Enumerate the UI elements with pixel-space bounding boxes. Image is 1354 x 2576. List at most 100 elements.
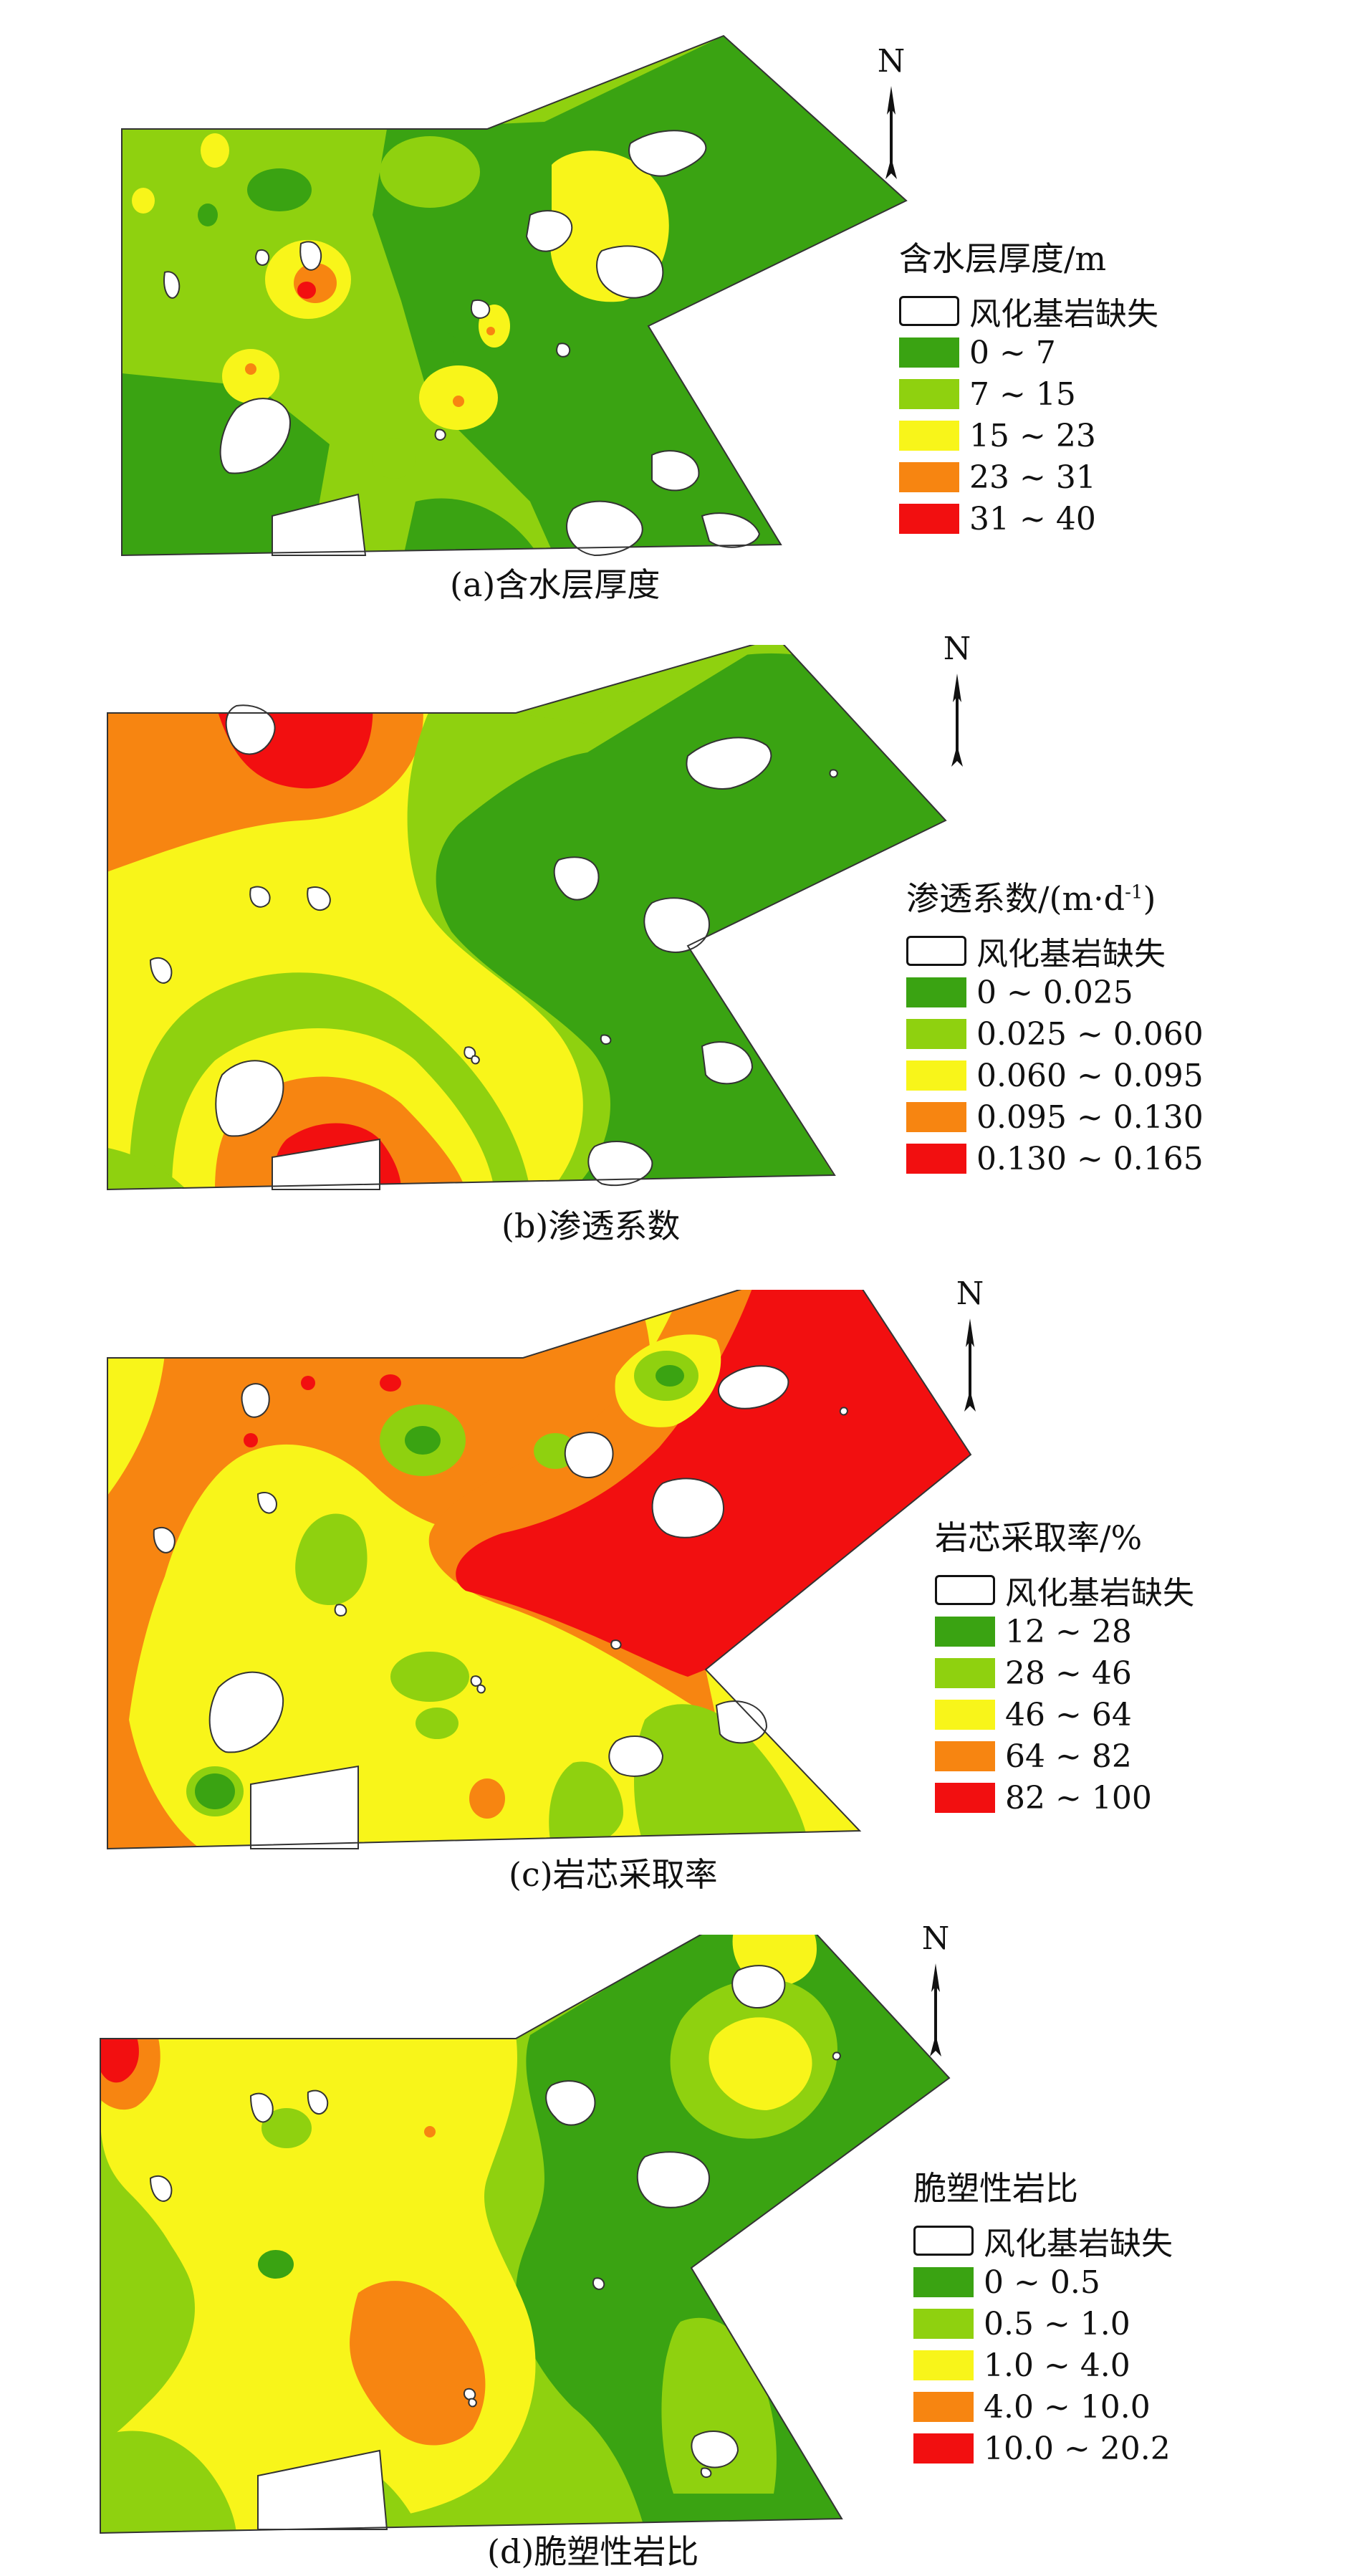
- north-arrow: N: [870, 43, 913, 186]
- legend-item-missing: 风化基岩缺失: [899, 290, 1158, 332]
- legend-aquifer-thickness: 含水层厚度/m 风化基岩缺失 0 ~ 7 7 ~ 15 15 ~ 23 23 ~…: [899, 233, 1158, 540]
- legend-label: 风化基岩缺失: [969, 296, 1158, 332]
- north-arrow-icon: [951, 674, 963, 767]
- legend-title: 脆塑性岩比: [913, 2169, 1078, 2208]
- legend-item-class-5: 82 ~ 100: [935, 1777, 1194, 1819]
- legend-label: 风化基岩缺失: [1005, 1575, 1194, 1612]
- legend-title-text: 渗透系数/(m·d: [906, 879, 1125, 918]
- swatch-red: [913, 2433, 974, 2464]
- panel-caption: (d)脆塑性岩比: [487, 2532, 699, 2571]
- north-arrow: N: [936, 631, 979, 774]
- legend-label: 82 ~ 100: [1005, 1779, 1152, 1816]
- legend-label: 64 ~ 82: [1005, 1738, 1132, 1775]
- north-arrow-icon: [885, 86, 897, 179]
- legend-permeability: 渗透系数/(m·d-1) 风化基岩缺失 0 ~ 0.025 0.025 ~ 0.…: [906, 873, 1204, 1179]
- legend-item-class-2: 0.5 ~ 1.0: [913, 2303, 1173, 2345]
- map-aquifer-thickness: [121, 34, 908, 557]
- swatch-red: [935, 1783, 995, 1813]
- swatch-missing: [913, 2226, 974, 2256]
- panel-aquifer-thickness: N 含水层厚度/m 风化基岩缺失 0 ~ 7 7 ~ 15 15 ~ 23 23…: [0, 0, 1354, 645]
- swatch-light-green: [935, 1658, 995, 1688]
- legend-item-missing: 风化基岩缺失: [906, 930, 1204, 972]
- legend-label: 1.0 ~ 4.0: [984, 2347, 1130, 2384]
- swatch-dark-green: [906, 977, 966, 1007]
- legend-item-class-2: 7 ~ 15: [899, 373, 1158, 415]
- legend-label: 15 ~ 23: [969, 417, 1096, 454]
- north-letter: N: [943, 631, 971, 667]
- legend-item-class-2: 0.025 ~ 0.060: [906, 1013, 1204, 1055]
- legend-item-missing: 风化基岩缺失: [935, 1569, 1194, 1612]
- swatch-dark-green: [913, 2267, 974, 2297]
- north-arrow: N: [914, 1920, 957, 2064]
- swatch-yellow: [913, 2350, 974, 2380]
- legend-item-class-1: 0 ~ 0.5: [913, 2261, 1173, 2303]
- legend-label: 12 ~ 28: [1005, 1613, 1132, 1650]
- legend-label: 4.0 ~ 10.0: [984, 2388, 1151, 2426]
- swatch-orange: [935, 1741, 995, 1771]
- map-brittle-plastic-ratio: [100, 1935, 951, 2534]
- map-permeability: [107, 645, 947, 1191]
- swatch-red: [899, 504, 959, 534]
- map-core-recovery: [107, 1290, 972, 1850]
- swatch-orange: [906, 1102, 966, 1132]
- legend-item-class-2: 28 ~ 46: [935, 1652, 1194, 1694]
- swatch-red: [906, 1144, 966, 1174]
- panel-caption: (b)渗透系数: [501, 1207, 681, 1245]
- legend-item-class-4: 64 ~ 82: [935, 1735, 1194, 1777]
- legend-item-class-4: 4.0 ~ 10.0: [913, 2386, 1173, 2428]
- legend-label: 0.5 ~ 1.0: [984, 2305, 1130, 2342]
- legend-item-class-1: 0 ~ 7: [899, 332, 1158, 373]
- north-letter: N: [877, 43, 906, 80]
- panel-permeability: N 渗透系数/(m·d-1) 风化基岩缺失 0 ~ 0.025 0.025 ~ …: [0, 631, 1354, 1290]
- legend-label: 风化基岩缺失: [984, 2226, 1173, 2262]
- legend-item-class-3: 46 ~ 64: [935, 1694, 1194, 1735]
- panel-caption: (c)岩芯采取率: [509, 1855, 718, 1894]
- legend-title: 含水层厚度/m: [899, 239, 1107, 278]
- legend-title: 渗透系数/(m·d-1): [906, 873, 1204, 920]
- swatch-light-green: [899, 379, 959, 409]
- legend-label: 10.0 ~ 20.2: [984, 2430, 1171, 2467]
- legend-label: 23 ~ 31: [969, 459, 1096, 496]
- north-letter: N: [921, 1920, 950, 1957]
- legend-title-end: ): [1143, 879, 1156, 918]
- swatch-missing: [935, 1575, 995, 1605]
- legend-label: 0 ~ 0.5: [984, 2264, 1100, 2301]
- legend-label: 0.025 ~ 0.060: [976, 1015, 1204, 1053]
- legend-brittle-plastic-ratio: 脆塑性岩比 风化基岩缺失 0 ~ 0.5 0.5 ~ 1.0 1.0 ~ 4.0…: [913, 2163, 1173, 2469]
- legend-item-class-4: 23 ~ 31: [899, 456, 1158, 498]
- legend-label: 0 ~ 0.025: [976, 974, 1133, 1011]
- legend-label: 28 ~ 46: [1005, 1655, 1132, 1692]
- legend-item-class-1: 0 ~ 0.025: [906, 972, 1204, 1013]
- legend-item-class-4: 0.095 ~ 0.130: [906, 1096, 1204, 1138]
- legend-title: 岩芯采取率/%: [935, 1518, 1143, 1557]
- legend-item-class-3: 0.060 ~ 0.095: [906, 1055, 1204, 1096]
- legend-title-superscript: -1: [1125, 881, 1143, 904]
- legend-core-recovery: 岩芯采取率/% 风化基岩缺失 12 ~ 28 28 ~ 46 46 ~ 64 6…: [935, 1512, 1194, 1819]
- swatch-light-green: [913, 2309, 974, 2339]
- north-arrow-icon: [930, 1963, 941, 2057]
- panel-core-recovery: N 岩芯采取率/% 风化基岩缺失 12 ~ 28 28 ~ 46 46 ~ 64…: [0, 1275, 1354, 1935]
- legend-label: 46 ~ 64: [1005, 1696, 1132, 1733]
- legend-label: 0.095 ~ 0.130: [976, 1098, 1204, 1136]
- legend-item-class-5: 31 ~ 40: [899, 498, 1158, 540]
- swatch-dark-green: [899, 337, 959, 368]
- legend-label: 7 ~ 15: [969, 375, 1076, 413]
- legend-item-missing: 风化基岩缺失: [913, 2220, 1173, 2262]
- panel-caption: (a)含水层厚度: [450, 565, 661, 604]
- legend-label: 0.130 ~ 0.165: [976, 1140, 1204, 1177]
- swatch-missing: [899, 296, 959, 326]
- swatch-light-green: [906, 1019, 966, 1049]
- swatch-yellow: [899, 421, 959, 451]
- swatch-missing: [906, 936, 966, 966]
- legend-label: 风化基岩缺失: [976, 936, 1166, 972]
- swatch-orange: [899, 462, 959, 492]
- north-arrow-icon: [964, 1318, 976, 1412]
- legend-item-class-3: 15 ~ 23: [899, 415, 1158, 456]
- north-arrow: N: [949, 1275, 992, 1419]
- legend-item-class-3: 1.0 ~ 4.0: [913, 2345, 1173, 2386]
- legend-item-class-1: 12 ~ 28: [935, 1611, 1194, 1652]
- north-letter: N: [956, 1275, 984, 1312]
- swatch-yellow: [935, 1700, 995, 1730]
- legend-label: 0.060 ~ 0.095: [976, 1057, 1204, 1094]
- swatch-orange: [913, 2392, 974, 2422]
